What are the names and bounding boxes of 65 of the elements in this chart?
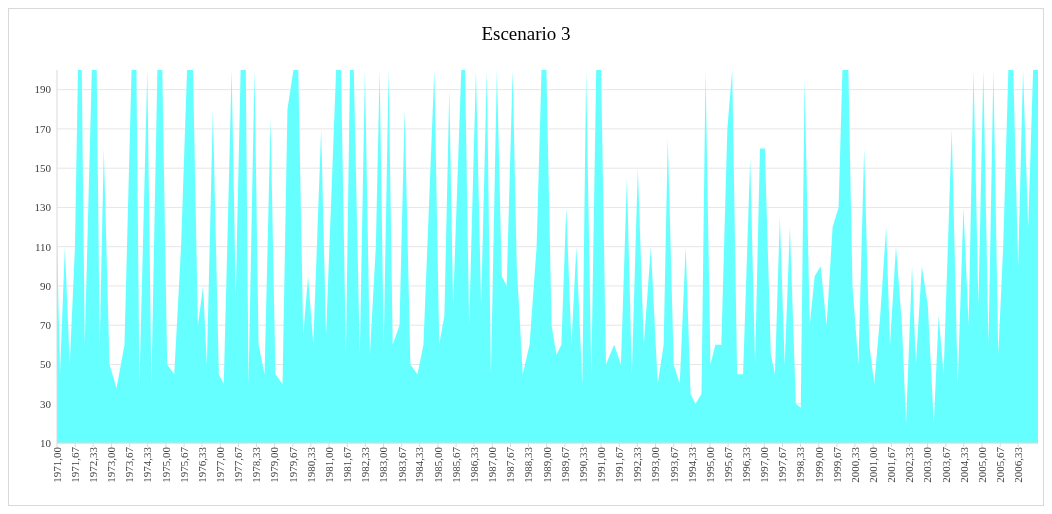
x-tick-label: 2005,00: [975, 446, 988, 483]
chart-title: Escenario 3: [481, 23, 571, 44]
x-tick-label: 2001,00: [866, 446, 879, 483]
x-tick-label: 1980,33: [304, 446, 317, 483]
x-tick-label: 1994,33: [685, 446, 698, 483]
x-tick-label: 2006,33: [1011, 446, 1024, 483]
x-tick-label: 1979,00: [268, 446, 281, 483]
x-tick-label: 1988,33: [522, 446, 535, 483]
x-tick-label: 1982,33: [359, 446, 372, 483]
x-tick-label: 2004,33: [957, 446, 970, 483]
y-tick-label: 110: [34, 240, 52, 253]
x-tick-label: 2003,67: [939, 446, 952, 483]
x-tick-label: 1995,67: [721, 446, 734, 483]
x-tick-label: 1973,67: [123, 446, 136, 483]
x-tick-label: 1984,33: [413, 446, 426, 483]
x-tick-label: 1993,67: [667, 446, 680, 483]
x-tick-label: 1983,00: [377, 446, 390, 483]
y-tick-label: 50: [40, 358, 52, 371]
x-tick-label: 1973,00: [105, 446, 118, 483]
x-tick-label: 1971,67: [69, 446, 82, 483]
x-tick-label: 1978,33: [250, 446, 263, 483]
y-tick-label: 70: [40, 319, 52, 332]
x-tick-label: 1989,67: [558, 446, 571, 483]
x-tick-label: 1986,33: [467, 446, 480, 483]
x-tick-label: 1990,33: [576, 446, 589, 483]
x-tick-label: 1989,00: [540, 446, 553, 483]
x-tick-label: 1975,00: [159, 446, 172, 483]
y-tick-label: 130: [34, 201, 52, 214]
x-tick-label: 1979,67: [286, 446, 299, 483]
x-tick-label: 1977,00: [214, 446, 227, 483]
x-tick-label: 2001,67: [885, 446, 898, 483]
x-tick-label: 2005,67: [994, 446, 1007, 483]
x-tick-label: 1992,33: [631, 446, 644, 483]
x-tick-label: 1971,00: [50, 446, 63, 483]
y-tick-label: 90: [40, 279, 52, 292]
x-tick-label: 1997,00: [758, 446, 771, 483]
x-tick-label: 1977,67: [232, 446, 245, 483]
x-tick-label: 1974,33: [141, 446, 154, 483]
y-tick-label: 170: [34, 122, 52, 135]
y-tick-label: 30: [40, 397, 52, 410]
x-tick-label: 1987,67: [504, 446, 517, 483]
x-tick-label: 1999,67: [830, 446, 843, 483]
x-tick-label: 1993,00: [649, 446, 662, 483]
x-tick-label: 1998,33: [794, 446, 807, 483]
x-tick-label: 1996,33: [739, 446, 752, 483]
x-tick-label: 2002,33: [903, 446, 916, 483]
x-tick-label: 1975,67: [177, 446, 190, 483]
x-tick-label: 1981,67: [341, 446, 354, 483]
x-tick-label: 1981,00: [322, 446, 335, 483]
x-tick-label: 1983,67: [395, 446, 408, 483]
x-tick-label: 1999,00: [812, 446, 825, 483]
x-tick-label: 1987,00: [486, 446, 499, 483]
x-tick-label: 1985,00: [431, 446, 444, 483]
x-tick-label: 1985,67: [449, 446, 462, 483]
x-tick-label: 1997,67: [776, 446, 789, 483]
x-tick-label: 1991,67: [613, 446, 626, 483]
x-tick-label: 1991,00: [594, 446, 607, 483]
y-tick-label: 10: [40, 436, 52, 449]
y-tick-label: 150: [34, 162, 52, 175]
x-tick-label: 1972,33: [87, 446, 100, 483]
x-tick-label: 2003,00: [921, 446, 934, 483]
x-tick-label: 2000,33: [848, 446, 861, 483]
x-tick-label: 1995,00: [703, 446, 716, 483]
y-tick-label: 190: [34, 83, 52, 96]
x-tick-label: 1976,33: [195, 446, 208, 483]
